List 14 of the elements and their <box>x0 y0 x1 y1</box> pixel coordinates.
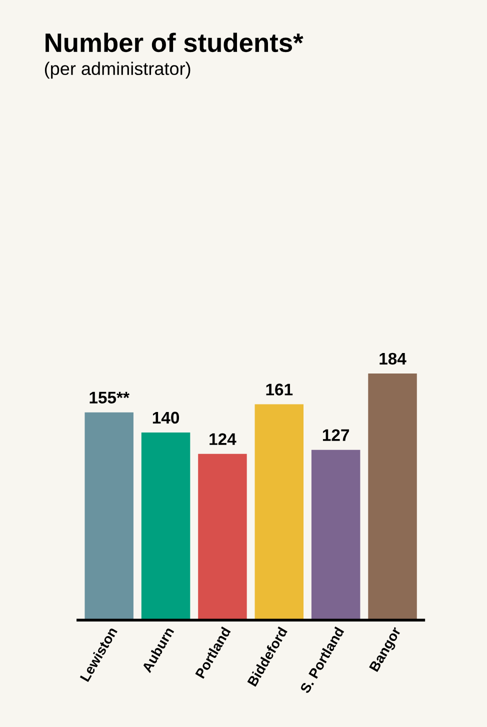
bar <box>368 373 417 620</box>
bar <box>84 412 134 620</box>
data-label: 127 <box>322 429 350 441</box>
chart-title: Number of students* <box>46 32 304 52</box>
bar <box>254 404 304 620</box>
data-label: 124 <box>210 433 236 445</box>
data-label: 155** <box>90 392 130 404</box>
data-label: 161 <box>266 384 293 396</box>
data-label: 184 <box>380 352 406 365</box>
bar <box>198 454 247 620</box>
bar <box>311 450 360 620</box>
bar <box>141 432 190 620</box>
data-label: 140 <box>152 412 179 424</box>
chart-subtitle: (per administrator) <box>44 62 190 79</box>
